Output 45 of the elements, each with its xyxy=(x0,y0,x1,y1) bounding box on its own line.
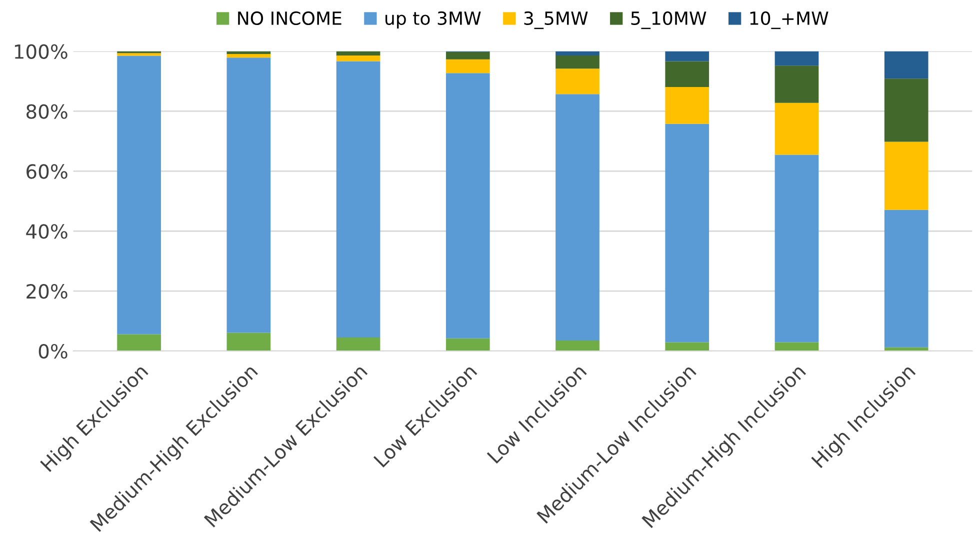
bar xyxy=(336,55,380,62)
legend-label: 3_5MW xyxy=(524,11,588,30)
bar xyxy=(117,334,161,351)
bar xyxy=(336,338,380,351)
y-tick-label: 20% xyxy=(26,284,68,299)
bar xyxy=(884,78,928,142)
bar xyxy=(774,51,819,66)
bar xyxy=(884,142,928,210)
bar xyxy=(556,68,600,94)
bar xyxy=(446,73,490,338)
bar xyxy=(665,86,710,124)
bar xyxy=(336,61,380,338)
y-tick-label: 40% xyxy=(26,224,68,239)
bar xyxy=(665,61,710,87)
bar xyxy=(446,52,490,60)
bar xyxy=(226,332,271,351)
bar xyxy=(446,59,490,74)
bar xyxy=(884,51,928,79)
legend-label: NO INCOME xyxy=(238,11,342,26)
bar xyxy=(774,66,819,103)
legend-label: 10_+MW xyxy=(750,11,828,30)
bar xyxy=(117,53,161,56)
y-tick-label: 80% xyxy=(26,104,68,119)
bar xyxy=(556,51,600,56)
bar xyxy=(665,124,710,342)
bar xyxy=(774,102,819,155)
bar xyxy=(556,55,600,69)
bar xyxy=(446,338,490,351)
y-tick-label: 60% xyxy=(26,164,68,179)
bar xyxy=(226,54,271,58)
y-tick-label: 0% xyxy=(38,344,68,359)
bar xyxy=(556,94,600,341)
bar xyxy=(774,342,819,351)
bar xyxy=(774,154,819,342)
bar xyxy=(884,210,928,348)
bar xyxy=(117,56,161,334)
legend-label: up to 3MW xyxy=(386,11,481,29)
legend-label: 5_10MW xyxy=(631,11,706,30)
y-tick-label: 100% xyxy=(14,44,68,59)
bar xyxy=(665,51,710,62)
bar xyxy=(665,342,710,351)
bar xyxy=(226,51,271,54)
bar xyxy=(226,58,271,333)
bar xyxy=(336,51,380,56)
bar xyxy=(556,340,600,351)
